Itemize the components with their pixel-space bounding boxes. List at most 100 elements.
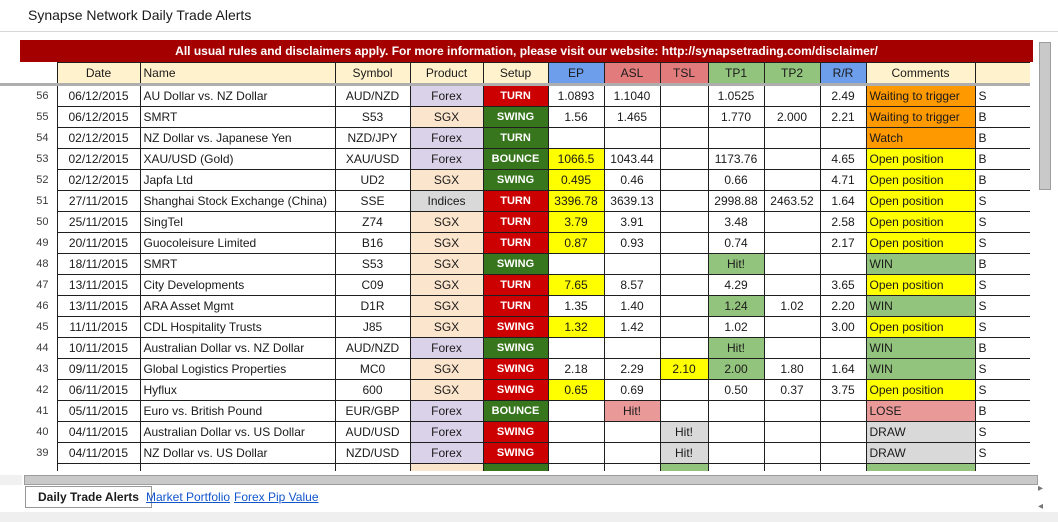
cell-product[interactable]: Forex bbox=[409, 84, 484, 107]
cell-rr[interactable]: 2.49 bbox=[819, 84, 867, 107]
cell-ep[interactable] bbox=[547, 421, 605, 443]
cell-direction[interactable]: S bbox=[974, 442, 1030, 464]
cell-rr[interactable]: 3.75 bbox=[819, 379, 867, 401]
cell-tp1[interactable]: 1173.76 bbox=[707, 148, 765, 170]
cell-symbol[interactable]: XAU/USD bbox=[334, 148, 411, 170]
cell-symbol[interactable]: Z74 bbox=[334, 211, 411, 233]
cell-name[interactable]: SMRT bbox=[139, 106, 336, 128]
cell-asl[interactable]: 8.57 bbox=[603, 274, 661, 296]
cell-asl[interactable] bbox=[603, 253, 661, 275]
cell-asl[interactable] bbox=[603, 421, 661, 443]
cell-tp2[interactable]: 1.02 bbox=[763, 295, 821, 317]
cell-product[interactable]: Forex bbox=[409, 442, 484, 464]
row-number[interactable]: 41 bbox=[0, 400, 57, 422]
cell-ep[interactable]: 0.87 bbox=[547, 232, 605, 254]
column-header-ep[interactable]: EP bbox=[547, 62, 605, 86]
cell-tp1[interactable]: Hit! bbox=[707, 253, 765, 275]
row-number[interactable]: 45 bbox=[0, 316, 57, 338]
cell-rr[interactable]: 2.17 bbox=[819, 232, 867, 254]
cell-date[interactable]: 02/12/2015 bbox=[56, 148, 141, 170]
cell-tp1[interactable]: Hit! bbox=[707, 337, 765, 359]
cell-direction[interactable]: B bbox=[974, 127, 1030, 149]
column-header-product[interactable]: Product bbox=[409, 62, 484, 86]
cell-product[interactable]: SGX bbox=[409, 379, 484, 401]
cell-ep[interactable]: 3396.78 bbox=[547, 190, 605, 212]
cell-name[interactable]: Euro vs. British Pound bbox=[139, 400, 336, 422]
cell-date[interactable]: 27/11/2015 bbox=[56, 190, 141, 212]
cell-tsl[interactable] bbox=[659, 106, 709, 128]
cell-direction[interactable]: S bbox=[974, 211, 1030, 233]
cell-date[interactable]: 20/11/2015 bbox=[56, 232, 141, 254]
row-number[interactable]: 53 bbox=[0, 148, 57, 170]
cell-name[interactable]: Australian Dollar vs. US Dollar bbox=[139, 421, 336, 443]
cell-rr[interactable]: 1.64 bbox=[819, 358, 867, 380]
row-number[interactable]: 51 bbox=[0, 190, 57, 212]
cell-tp1[interactable]: 1.770 bbox=[707, 106, 765, 128]
row-number[interactable]: 50 bbox=[0, 211, 57, 233]
cell-tp1[interactable]: 3.48 bbox=[707, 211, 765, 233]
cell-tp1[interactable]: 4.29 bbox=[707, 274, 765, 296]
cell-comment[interactable]: Waiting to trigger bbox=[865, 106, 976, 128]
row-number[interactable]: 55 bbox=[0, 106, 57, 128]
cell-date[interactable]: 06/12/2015 bbox=[56, 106, 141, 128]
cell-name[interactable]: Australian Dollar vs. NZ Dollar bbox=[139, 337, 336, 359]
cell-asl[interactable]: 1.1040 bbox=[603, 84, 661, 107]
cell-rr[interactable]: 2.21 bbox=[819, 106, 867, 128]
cell-setup[interactable]: SWING bbox=[482, 337, 549, 359]
cell-symbol[interactable]: SSE bbox=[334, 190, 411, 212]
cell-tp2[interactable]: 2.000 bbox=[763, 106, 821, 128]
column-header-tsl[interactable]: TSL bbox=[659, 62, 709, 86]
cell-tp1[interactable]: 0.50 bbox=[707, 379, 765, 401]
cell-rr[interactable]: 3.65 bbox=[819, 274, 867, 296]
row-number[interactable]: 52 bbox=[0, 169, 57, 191]
cell-comment[interactable]: DRAW bbox=[865, 421, 976, 443]
cell-rr[interactable]: 4.71 bbox=[819, 169, 867, 191]
cell-product[interactable]: SGX bbox=[409, 316, 484, 338]
row-number[interactable]: 40 bbox=[0, 421, 57, 443]
cell-date[interactable]: 02/12/2015 bbox=[56, 127, 141, 149]
cell-product[interactable]: SGX bbox=[409, 211, 484, 233]
cell-symbol[interactable]: NZD/JPY bbox=[334, 127, 411, 149]
cell-tp1[interactable] bbox=[707, 400, 765, 422]
cell-tp2[interactable] bbox=[763, 253, 821, 275]
cell-product[interactable]: SGX bbox=[409, 295, 484, 317]
row-number[interactable]: 42 bbox=[0, 379, 57, 401]
cell-date[interactable]: 04/11/2015 bbox=[56, 421, 141, 443]
cell-comment[interactable]: LOSE bbox=[865, 400, 976, 422]
cell-ep[interactable] bbox=[547, 442, 605, 464]
cell-date[interactable]: 06/11/2015 bbox=[56, 379, 141, 401]
cell-setup[interactable]: TURN bbox=[482, 232, 549, 254]
cell-product[interactable]: Forex bbox=[409, 127, 484, 149]
cell-direction[interactable]: B bbox=[974, 253, 1030, 275]
cell-setup[interactable]: BOUNCE bbox=[482, 148, 549, 170]
cell-tsl[interactable] bbox=[659, 190, 709, 212]
cell-asl[interactable]: 0.93 bbox=[603, 232, 661, 254]
cell-tp2[interactable] bbox=[763, 337, 821, 359]
cell-name[interactable]: NZ Dollar vs. Japanese Yen bbox=[139, 127, 336, 149]
cell-tp1[interactable]: 0.66 bbox=[707, 169, 765, 191]
cell-name[interactable]: CDL Hospitality Trusts bbox=[139, 316, 336, 338]
cell-name[interactable]: AU Dollar vs. NZ Dollar bbox=[139, 84, 336, 107]
cell-comment[interactable]: DRAW bbox=[865, 442, 976, 464]
vertical-scrollbar[interactable] bbox=[1039, 42, 1051, 190]
cell-name[interactable]: SMRT bbox=[139, 253, 336, 275]
cell-setup[interactable]: TURN bbox=[482, 127, 549, 149]
cell-tp2[interactable]: 2463.52 bbox=[763, 190, 821, 212]
cell-setup[interactable]: TURN bbox=[482, 84, 549, 107]
column-header-r-r[interactable]: R/R bbox=[819, 62, 867, 86]
column-header-tp2[interactable]: TP2 bbox=[763, 62, 821, 86]
cell-product[interactable]: Forex bbox=[409, 421, 484, 443]
row-number[interactable]: 43 bbox=[0, 358, 57, 380]
cell-tsl[interactable] bbox=[659, 337, 709, 359]
cell-date[interactable]: 13/11/2015 bbox=[56, 295, 141, 317]
cell-symbol[interactable]: AUD/USD bbox=[334, 421, 411, 443]
cell-comment[interactable]: Open position bbox=[865, 316, 976, 338]
cell-date[interactable]: 18/11/2015 bbox=[56, 253, 141, 275]
cell-ep[interactable]: 1066.5 bbox=[547, 148, 605, 170]
column-header-asl[interactable]: ASL bbox=[603, 62, 661, 86]
cell-setup[interactable]: SWING bbox=[482, 169, 549, 191]
cell-product[interactable]: SGX bbox=[409, 274, 484, 296]
cell-date[interactable]: 09/11/2015 bbox=[56, 358, 141, 380]
column-header-setup[interactable]: Setup bbox=[482, 62, 549, 86]
cell-symbol[interactable]: 600 bbox=[334, 379, 411, 401]
